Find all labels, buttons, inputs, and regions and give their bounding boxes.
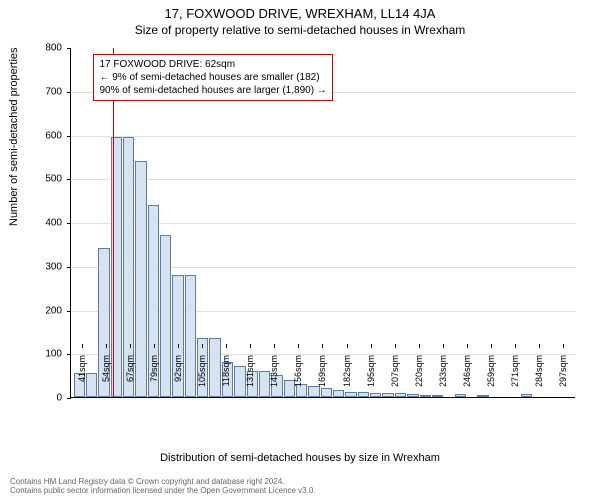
y-tick-label: 700	[32, 86, 62, 97]
annotation-line-2: ← 9% of semi-detached houses are smaller…	[99, 71, 326, 84]
footer-attribution: Contains HM Land Registry data © Crown c…	[10, 477, 316, 496]
y-tick-label: 400	[32, 218, 62, 229]
x-tick-label: 195sqm	[366, 355, 376, 387]
x-tick-label: 182sqm	[342, 355, 352, 387]
x-tick-label: 92sqm	[173, 355, 183, 382]
y-tick-label: 200	[32, 305, 62, 316]
x-tick-label: 271sqm	[510, 355, 520, 387]
annotation-line-1: 17 FOXWOOD DRIVE: 62sqm	[99, 58, 326, 71]
x-tick-label: 220sqm	[414, 355, 424, 387]
x-tick-label: 79sqm	[149, 355, 159, 382]
y-tick-label: 0	[32, 393, 62, 404]
x-tick-label: 131sqm	[245, 355, 255, 387]
x-tick-label: 105sqm	[197, 355, 207, 387]
y-tick-label: 600	[32, 130, 62, 141]
annotation-line-3: 90% of semi-detached houses are larger (…	[99, 84, 326, 97]
annotation-box: 17 FOXWOOD DRIVE: 62sqm ← 9% of semi-det…	[93, 54, 332, 101]
x-tick-label: 169sqm	[317, 355, 327, 387]
x-tick-label: 284sqm	[534, 355, 544, 387]
x-tick-label: 54sqm	[101, 355, 111, 382]
footer-line-2: Contains public sector information licen…	[10, 486, 316, 496]
y-tick-label: 100	[32, 349, 62, 360]
y-axis-label: Number of semi-detached properties	[8, 47, 20, 226]
x-tick-label: 67sqm	[125, 355, 135, 382]
x-tick-label: 143sqm	[269, 355, 279, 387]
x-tick-label: 156sqm	[293, 355, 303, 387]
x-tick-label: 207sqm	[390, 355, 400, 387]
x-axis-label: Distribution of semi-detached houses by …	[0, 452, 600, 464]
x-tick-label: 297sqm	[558, 355, 568, 387]
x-tick-label: 246sqm	[462, 355, 472, 387]
histogram-chart: 17 FOXWOOD DRIVE: 62sqm ← 9% of semi-det…	[70, 48, 575, 398]
y-tick-label: 500	[32, 174, 62, 185]
y-tick-label: 800	[32, 43, 62, 54]
page-title: 17, FOXWOOD DRIVE, WREXHAM, LL14 4JA	[0, 0, 600, 21]
y-tick-label: 300	[32, 261, 62, 272]
x-tick-label: 259sqm	[486, 355, 496, 387]
x-axis-ticks: 41sqm 54sqm 67sqm 79sqm 92sqm 105sqm 118sqm 131…	[70, 344, 575, 404]
x-tick-label: 233sqm	[438, 355, 448, 387]
page-subtitle: Size of property relative to semi-detach…	[0, 21, 600, 37]
x-tick-label: 118sqm	[221, 355, 231, 386]
x-tick-label: 41sqm	[77, 355, 87, 382]
footer-line-1: Contains HM Land Registry data © Crown c…	[10, 477, 316, 487]
